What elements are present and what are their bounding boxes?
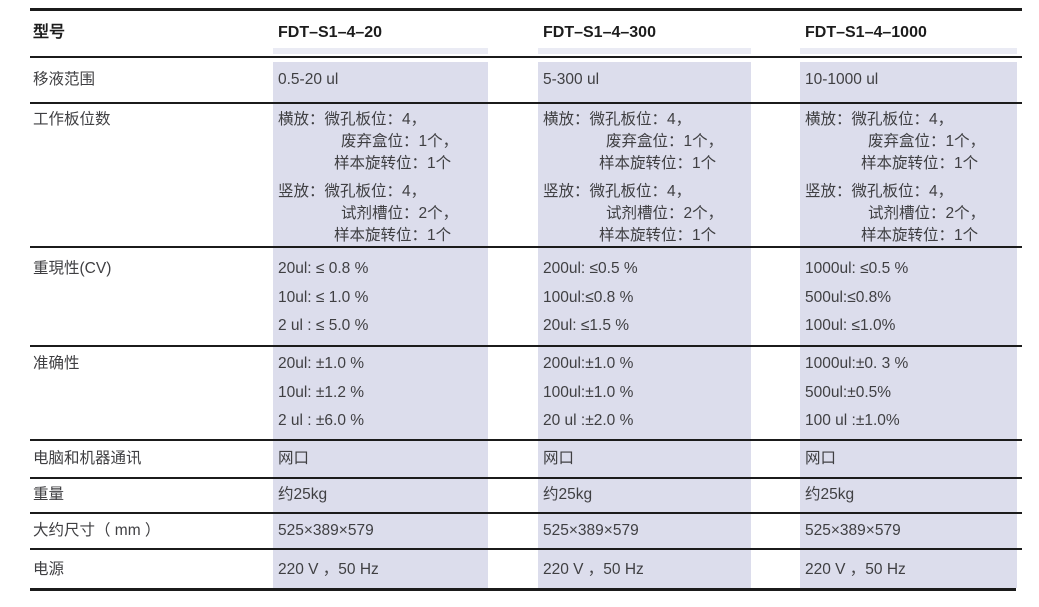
accuracy-line: 200ul:±1.0 % <box>543 355 634 372</box>
column-band-3 <box>800 62 1017 588</box>
plate-position-line: 废弃盒位：1个， <box>868 133 986 150</box>
row-label-repeatability-cv: 重現性(CV) <box>33 260 112 277</box>
accuracy-line: 20ul: ±1.0 % <box>278 355 365 372</box>
accuracy-line: 100ul:±1.0 % <box>543 383 634 401</box>
value-cell: 525×389×579 <box>543 521 639 539</box>
header-shade-col1 <box>273 48 488 54</box>
header-model-label: 型号 <box>33 23 66 41</box>
plate-position-line: 样本旋转位：1个 <box>861 227 979 244</box>
row-label-dimensions: 大约尺寸（ mm ） <box>33 521 161 539</box>
cv-line: 200ul: ≤0.5 % <box>543 260 638 277</box>
row-rule <box>30 246 1022 248</box>
plate-position-line: 试剂槽位：2个， <box>606 205 724 222</box>
cv-line: 500ul:≤0.8% <box>805 288 892 306</box>
row-rule <box>30 548 1022 550</box>
row-rule <box>30 102 1022 104</box>
value-cell: 20ul: ≤ 0.8 % 10ul: ≤ 1.0 % 2 ul : ≤ 5.0… <box>273 247 538 346</box>
row-label-weight: 重量 <box>33 486 65 504</box>
header-shade-col2 <box>538 48 751 54</box>
row-label-pipetting-range: 移液范围 <box>33 71 96 89</box>
value-cell: 横放：微孔板位：4， 废弃盒位：1个， 样本旋转位：1个 竖放：微孔板位：4， … <box>800 103 1022 247</box>
header-model-3: FDT–S1–4–1000 <box>805 23 927 41</box>
column-band-1 <box>273 62 488 588</box>
accuracy-line: 10ul: ±1.2 % <box>278 383 365 401</box>
value-cell: 220 V ，50 Hz <box>278 560 379 578</box>
plate-position-line: 横放：微孔板位：4， <box>805 111 954 128</box>
cv-line: 2 ul : ≤ 5.0 % <box>278 317 369 334</box>
table-top-rule <box>30 8 1022 11</box>
plate-position-line: 试剂槽位：2个， <box>868 205 986 222</box>
cv-line: 10ul: ≤ 1.0 % <box>278 288 369 306</box>
value-cell: 525×389×579 <box>278 521 374 539</box>
accuracy-line: 2 ul : ±6.0 % <box>278 412 365 429</box>
value-cell: 约25kg <box>543 486 593 504</box>
cv-line: 20ul: ≤ 0.8 % <box>278 260 369 277</box>
plate-position-line: 废弃盒位：1个， <box>606 133 724 150</box>
accuracy-line: 500ul:±0.5% <box>805 383 892 401</box>
cv-line: 100ul:≤0.8 % <box>543 288 634 306</box>
value-cell: 横放：微孔板位：4， 废弃盒位：1个， 样本旋转位：1个 竖放：微孔板位：4， … <box>538 103 800 247</box>
accuracy-line: 20 ul :±2.0 % <box>543 412 634 429</box>
column-band-2 <box>538 62 751 588</box>
row-label-accuracy: 准确性 <box>33 355 80 372</box>
row-label-power: 电源 <box>33 560 65 578</box>
header-separator-rule <box>30 56 1022 58</box>
plate-position-line: 试剂槽位：2个， <box>341 205 459 222</box>
cv-line: 1000ul: ≤0.5 % <box>805 260 909 277</box>
plate-position-line: 样本旋转位：1个 <box>599 155 717 172</box>
value-cell: 横放：微孔板位：4， 废弃盒位：1个， 样本旋转位：1个 竖放：微孔板位：4， … <box>273 103 538 247</box>
value-cell: 5-300 ul <box>543 71 600 89</box>
row-label-plate-positions: 工作板位数 <box>33 111 111 128</box>
cv-line: 20ul: ≤1.5 % <box>543 317 630 334</box>
accuracy-line: 100 ul :±1.0% <box>805 412 900 429</box>
row-label-communication: 电脑和机器通讯 <box>33 449 142 467</box>
accuracy-line: 1000ul:±0. 3 % <box>805 355 909 372</box>
value-cell: 200ul: ≤0.5 % 100ul:≤0.8 % 20ul: ≤1.5 % <box>538 247 800 346</box>
header-model-1: FDT–S1–4–20 <box>278 23 383 41</box>
row-rule <box>30 477 1022 479</box>
plate-position-line: 样本旋转位：1个 <box>334 227 452 244</box>
plate-position-line: 横放：微孔板位：4， <box>278 111 427 128</box>
plate-position-line: 样本旋转位：1个 <box>599 227 717 244</box>
value-cell: 约25kg <box>278 486 328 504</box>
value-cell: 1000ul:±0. 3 % 500ul:±0.5% 100 ul :±1.0% <box>800 346 1022 440</box>
value-cell: 200ul:±1.0 % 100ul:±1.0 % 20 ul :±2.0 % <box>538 346 800 440</box>
plate-position-line: 样本旋转位：1个 <box>334 155 452 172</box>
value-cell: 20ul: ±1.0 % 10ul: ±1.2 % 2 ul : ±6.0 % <box>273 346 538 440</box>
plate-position-line: 横放：微孔板位：4， <box>543 111 692 128</box>
value-cell: 220 V ，50 Hz <box>805 560 906 578</box>
spec-table: 型号 FDT–S1–4–20 FDT–S1–4–300 FDT–S1–4–100… <box>30 10 1022 591</box>
row-rule <box>30 345 1022 347</box>
header-model-2: FDT–S1–4–300 <box>543 23 656 41</box>
value-cell: 网口 <box>278 449 310 467</box>
table-bottom-rule <box>30 588 1016 591</box>
value-cell: 525×389×579 <box>805 521 901 539</box>
value-cell: 网口 <box>543 449 575 467</box>
value-cell: 0.5-20 ul <box>278 71 339 89</box>
row-rule <box>30 439 1022 441</box>
plate-position-line: 样本旋转位：1个 <box>861 155 979 172</box>
value-cell: 1000ul: ≤0.5 % 500ul:≤0.8% 100ul: ≤1.0% <box>800 247 1022 346</box>
cv-line: 100ul: ≤1.0% <box>805 317 896 334</box>
plate-position-line: 竖放：微孔板位：4， <box>278 183 427 200</box>
row-rule <box>30 512 1022 514</box>
value-cell: 10-1000 ul <box>805 71 879 89</box>
plate-position-line: 竖放：微孔板位：4， <box>543 183 692 200</box>
plate-position-line: 竖放：微孔板位：4， <box>805 183 954 200</box>
value-cell: 网口 <box>805 449 837 467</box>
value-cell: 约25kg <box>805 486 855 504</box>
header-shade-col3 <box>800 48 1017 54</box>
value-cell: 220 V ，50 Hz <box>543 560 644 578</box>
plate-position-line: 废弃盒位：1个， <box>341 133 459 150</box>
